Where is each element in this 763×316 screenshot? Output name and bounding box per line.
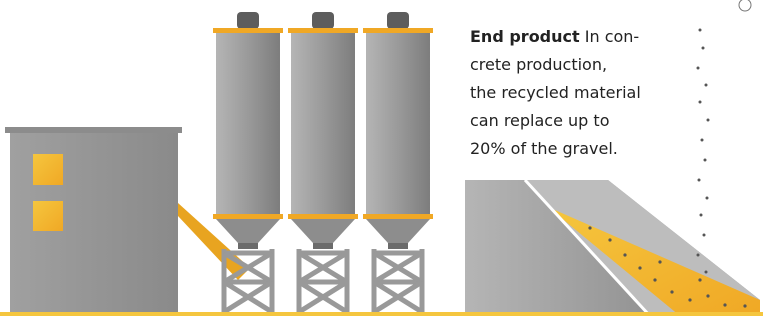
falling-grains	[697, 0, 752, 274]
caption-text: In con-	[585, 27, 639, 46]
ground	[0, 312, 763, 316]
page: End product In con- crete production, th…	[0, 0, 763, 316]
caption-title: End product	[470, 27, 580, 46]
silos	[213, 12, 433, 316]
caption-line: the recycled material	[470, 83, 641, 102]
caption-line: End product In con-	[470, 27, 639, 46]
caption-line: can replace up to	[470, 111, 609, 130]
illustration: End product In con- crete production, th…	[0, 0, 763, 316]
aggregate-pile	[465, 180, 760, 316]
caption: End product In con- crete production, th…	[470, 27, 641, 158]
caption-line: 20% of the gravel.	[470, 139, 618, 158]
caption-line: crete production,	[470, 55, 607, 74]
building	[5, 127, 182, 316]
